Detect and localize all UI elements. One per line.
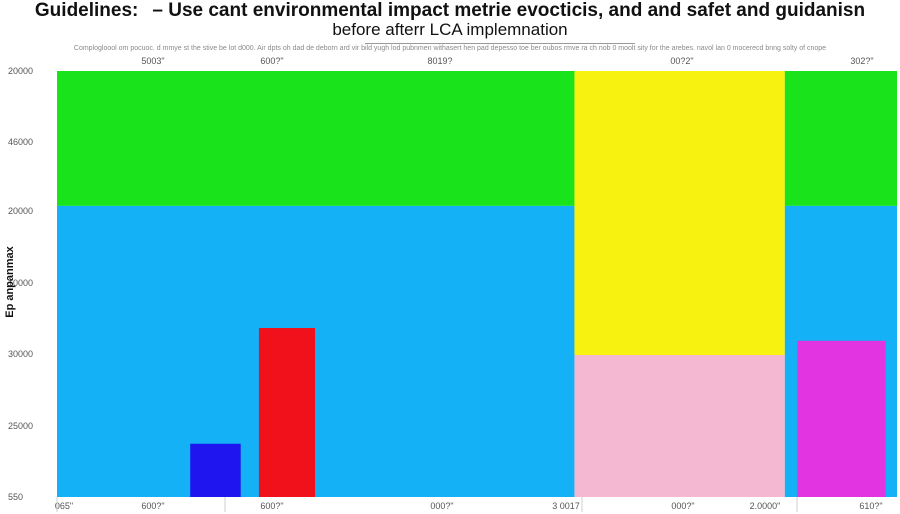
chart-title-main: – Use cant environmental impact metrie e…	[152, 0, 866, 21]
x-tick-label-top: 8019?	[427, 56, 452, 66]
bar-magenta-bar	[797, 340, 886, 497]
y-tick-label: 550	[8, 492, 23, 502]
chart-title-prefix: Guidelines:	[34, 0, 139, 21]
x-tick-label-bottom: 610?"	[859, 501, 882, 511]
chart-title: Guidelines: – Use cant environmental impa…	[0, 0, 900, 22]
title-underline	[365, 43, 635, 44]
bar-red-bar	[258, 328, 316, 497]
x-tick-label-bottom: 600?"	[260, 501, 283, 511]
y-tick-label: 20000	[8, 206, 33, 216]
y-tick-label: 25000	[8, 421, 33, 431]
chart-subtitle: Complogloool om pocuoc. d mmye st the st…	[73, 45, 827, 52]
x-tick-label-top: 5003"	[141, 56, 164, 66]
block-green-top-left	[57, 71, 575, 206]
y-axis-label: Ep anpanmax	[4, 245, 16, 317]
x-tick-label-top: 600?"	[260, 56, 283, 66]
chart-title-line2: before afterr LCA implemnation	[332, 20, 568, 39]
block-blue-left	[57, 205, 575, 497]
y-tick-label: 20000	[8, 66, 33, 76]
x-tick-label-bottom: 000?"	[671, 501, 694, 511]
x-tick-label-bottom: 000?"	[430, 501, 453, 511]
y-tick-label: 30000	[8, 349, 33, 359]
x-tick-label-top: 302?"	[850, 56, 873, 66]
bar-navy-bar	[190, 443, 241, 497]
block-green-top-right	[784, 71, 897, 206]
x-tick-label-bottom: 3 0017	[552, 501, 580, 511]
block-yellow-middle	[574, 71, 785, 355]
x-tick-label-top: 00?2"	[670, 56, 693, 66]
x-tick-label-bottom: 2.0000"	[750, 501, 781, 511]
y-tick-label: 10000	[8, 278, 33, 288]
x-tick-label-bottom: 065"	[55, 501, 73, 511]
block-pink-middle	[574, 355, 785, 497]
x-tick-label-bottom: 600?"	[141, 501, 164, 511]
y-tick-label: 46000	[8, 137, 33, 147]
